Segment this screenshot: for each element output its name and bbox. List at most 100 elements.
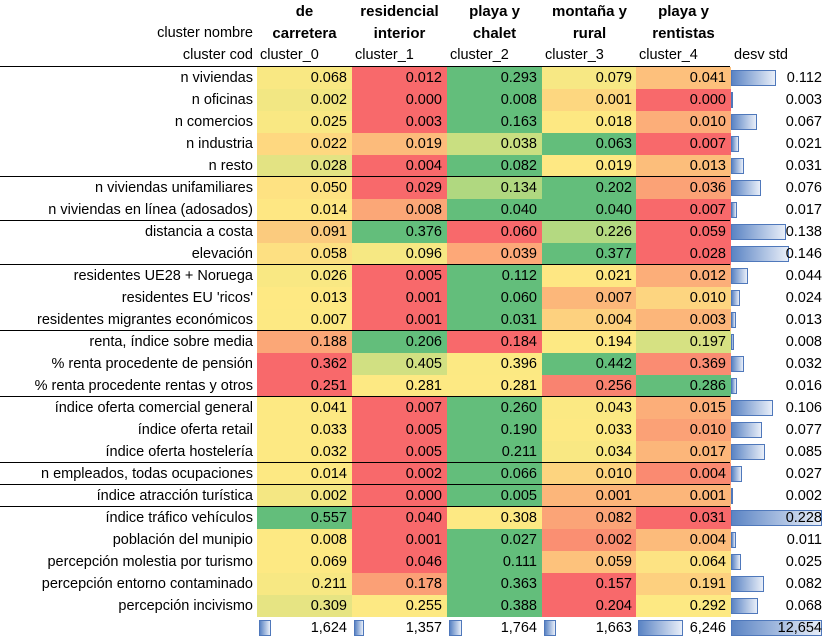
data-cell: 0.157 — [542, 573, 637, 595]
count-databar — [259, 620, 271, 636]
data-cell: 0.002 — [542, 529, 637, 551]
row-label: percepción entorno contaminado — [41, 576, 253, 592]
cluster-nombre-label: cluster nombre — [157, 25, 253, 41]
row-label: índice tráfico vehículos — [105, 510, 254, 526]
data-cell: 0.178 — [352, 573, 447, 595]
std-databar — [731, 158, 744, 174]
row-label: población del munipio — [112, 532, 253, 548]
data-cell: 0.015 — [636, 397, 731, 419]
data-cell: 0.309 — [257, 595, 352, 617]
data-cell: 0.003 — [636, 309, 731, 331]
std-value: 0.011 — [786, 532, 822, 548]
data-cell: 0.206 — [352, 331, 447, 353]
row-label: índice oferta hostelería — [105, 444, 253, 460]
data-cell: 0.033 — [257, 419, 352, 441]
group-separator — [0, 264, 730, 265]
std-databar — [731, 444, 765, 460]
cluster-name-line1: montaña y — [551, 3, 627, 20]
data-cell: 0.059 — [636, 221, 731, 243]
std-value: 0.146 — [785, 246, 822, 262]
data-cell: 0.363 — [447, 573, 542, 595]
data-cell: 0.256 — [542, 375, 637, 397]
cluster-name-line1: playa y — [658, 3, 709, 20]
std-databar — [731, 532, 736, 548]
data-cell: 0.060 — [447, 221, 542, 243]
std-databar — [731, 114, 757, 130]
std-value: 0.082 — [785, 576, 822, 592]
data-cell: 0.211 — [447, 441, 542, 463]
cluster-code: cluster_1 — [355, 47, 414, 63]
row-label: índice atracción turística — [96, 488, 253, 504]
std-value: 0.138 — [785, 224, 822, 240]
data-cell: 0.260 — [447, 397, 542, 419]
data-cell: 0.286 — [636, 375, 731, 397]
data-cell: 0.066 — [447, 463, 542, 485]
std-databar — [731, 180, 761, 196]
count-databar — [638, 620, 683, 636]
data-cell: 0.005 — [352, 419, 447, 441]
row-label: distancia a costa — [144, 224, 253, 240]
group-separator — [0, 66, 730, 67]
cluster-name-line1: de — [295, 3, 314, 20]
data-cell: 0.038 — [447, 133, 542, 155]
data-cell: 0.007 — [636, 199, 731, 221]
data-cell: 0.028 — [257, 155, 352, 177]
row-label: % renta procedente rentas y otros — [34, 378, 253, 394]
data-cell: 0.013 — [257, 287, 352, 309]
data-cell: 0.026 — [257, 265, 352, 287]
row-label: n viviendas — [180, 70, 253, 86]
data-cell: 0.031 — [447, 309, 542, 331]
data-cell: 0.036 — [636, 177, 731, 199]
data-cell: 0.000 — [352, 89, 447, 111]
row-label: percepción molestia por turismo — [47, 554, 253, 570]
std-databar — [731, 554, 741, 570]
cluster-code: cluster_4 — [639, 47, 698, 63]
cluster-count: 1,663 — [595, 620, 632, 636]
std-databar — [731, 312, 736, 328]
data-cell: 0.017 — [636, 441, 731, 463]
data-cell: 0.050 — [257, 177, 352, 199]
data-cell: 0.197 — [636, 331, 731, 353]
data-cell: 0.059 — [542, 551, 637, 573]
data-cell: 0.082 — [542, 507, 637, 529]
data-cell: 0.112 — [447, 265, 542, 287]
data-cell: 0.021 — [542, 265, 637, 287]
data-cell: 0.000 — [352, 485, 447, 507]
data-cell: 0.040 — [542, 199, 637, 221]
std-value: 0.031 — [785, 158, 822, 174]
data-cell: 0.028 — [636, 243, 731, 265]
data-cell: 0.034 — [542, 441, 637, 463]
data-cell: 0.292 — [636, 595, 731, 617]
data-cell: 0.188 — [257, 331, 352, 353]
std-databar — [731, 202, 737, 218]
group-separator — [0, 330, 730, 331]
cluster-name-line2: carretera — [272, 25, 337, 42]
std-databar — [731, 268, 748, 284]
data-cell: 0.190 — [447, 419, 542, 441]
row-label: percepción incivismo — [118, 598, 253, 614]
data-cell: 0.226 — [542, 221, 637, 243]
data-cell: 0.014 — [257, 463, 352, 485]
data-cell: 0.025 — [257, 111, 352, 133]
std-value: 0.068 — [785, 598, 822, 614]
data-cell: 0.184 — [447, 331, 542, 353]
data-cell: 0.007 — [636, 133, 731, 155]
data-cell: 0.040 — [352, 507, 447, 529]
cluster-name-line1: residencial — [360, 3, 439, 20]
row-label: residentes EU 'ricos' — [121, 290, 253, 306]
data-cell: 0.111 — [447, 551, 542, 573]
row-label: n resto — [208, 158, 253, 174]
data-cell: 0.004 — [636, 463, 731, 485]
data-cell: 0.281 — [352, 375, 447, 397]
group-separator — [0, 462, 730, 463]
std-value: 0.044 — [785, 268, 822, 284]
data-cell: 0.032 — [257, 441, 352, 463]
std-value: 0.106 — [785, 400, 822, 416]
std-databar — [731, 92, 733, 108]
data-cell: 0.012 — [636, 265, 731, 287]
row-label: n oficinas — [191, 92, 253, 108]
data-cell: 0.005 — [352, 265, 447, 287]
data-cell: 0.001 — [352, 309, 447, 331]
total-count: 12,654 — [777, 620, 822, 636]
data-cell: 0.005 — [447, 485, 542, 507]
